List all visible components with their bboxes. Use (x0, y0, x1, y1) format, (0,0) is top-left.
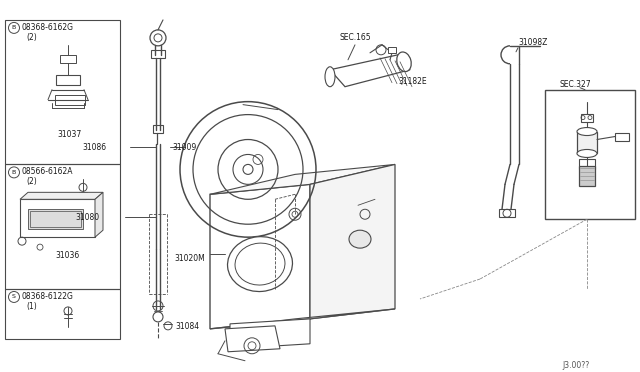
Bar (579, 160, 595, 169)
Text: 31098Z: 31098Z (518, 38, 547, 47)
Text: 31036: 31036 (55, 251, 79, 260)
Polygon shape (230, 319, 310, 349)
Polygon shape (95, 192, 103, 237)
Bar (579, 166, 595, 186)
Text: S: S (12, 295, 16, 299)
Bar (151, 50, 165, 58)
Ellipse shape (325, 67, 335, 87)
Text: B: B (12, 170, 16, 175)
Text: 08368-6162G: 08368-6162G (22, 23, 74, 32)
Polygon shape (210, 164, 395, 194)
Text: (2): (2) (26, 177, 36, 186)
Bar (30, 211, 81, 227)
Text: SEC.327: SEC.327 (560, 80, 591, 89)
Text: 31182E: 31182E (398, 77, 427, 86)
Bar (5, 20, 120, 164)
Text: (1): (1) (26, 302, 36, 311)
Text: J3.00??: J3.00?? (563, 361, 590, 370)
Bar (5, 164, 120, 289)
Text: 31086: 31086 (83, 144, 107, 153)
Bar (581, 113, 593, 122)
Bar (60, 55, 76, 63)
Bar (56, 75, 80, 85)
Polygon shape (310, 164, 395, 319)
Bar (499, 209, 515, 217)
Text: 31009: 31009 (172, 144, 196, 153)
Text: 08368-6122G: 08368-6122G (22, 292, 74, 301)
Bar (153, 125, 163, 132)
Ellipse shape (577, 128, 597, 135)
Polygon shape (20, 192, 103, 199)
Polygon shape (210, 185, 310, 329)
Ellipse shape (397, 52, 412, 71)
Polygon shape (210, 309, 395, 329)
Bar (28, 209, 83, 229)
Polygon shape (20, 199, 95, 237)
Bar (388, 47, 396, 53)
Text: 31084: 31084 (175, 322, 199, 331)
Bar (615, 132, 629, 141)
Polygon shape (225, 326, 280, 352)
Text: (2): (2) (26, 33, 36, 42)
Polygon shape (330, 55, 410, 87)
Text: B: B (12, 25, 16, 31)
Text: SEC.165: SEC.165 (340, 33, 372, 42)
Bar (577, 132, 597, 154)
Text: 31020M: 31020M (174, 254, 205, 263)
Ellipse shape (228, 237, 292, 292)
Bar (5, 289, 120, 339)
Ellipse shape (349, 230, 371, 248)
Bar (55, 94, 85, 105)
Text: 08566-6162A: 08566-6162A (22, 167, 74, 176)
Text: 31037: 31037 (57, 129, 81, 138)
Ellipse shape (577, 150, 597, 157)
Text: 31080: 31080 (76, 213, 100, 222)
Bar (545, 90, 635, 219)
